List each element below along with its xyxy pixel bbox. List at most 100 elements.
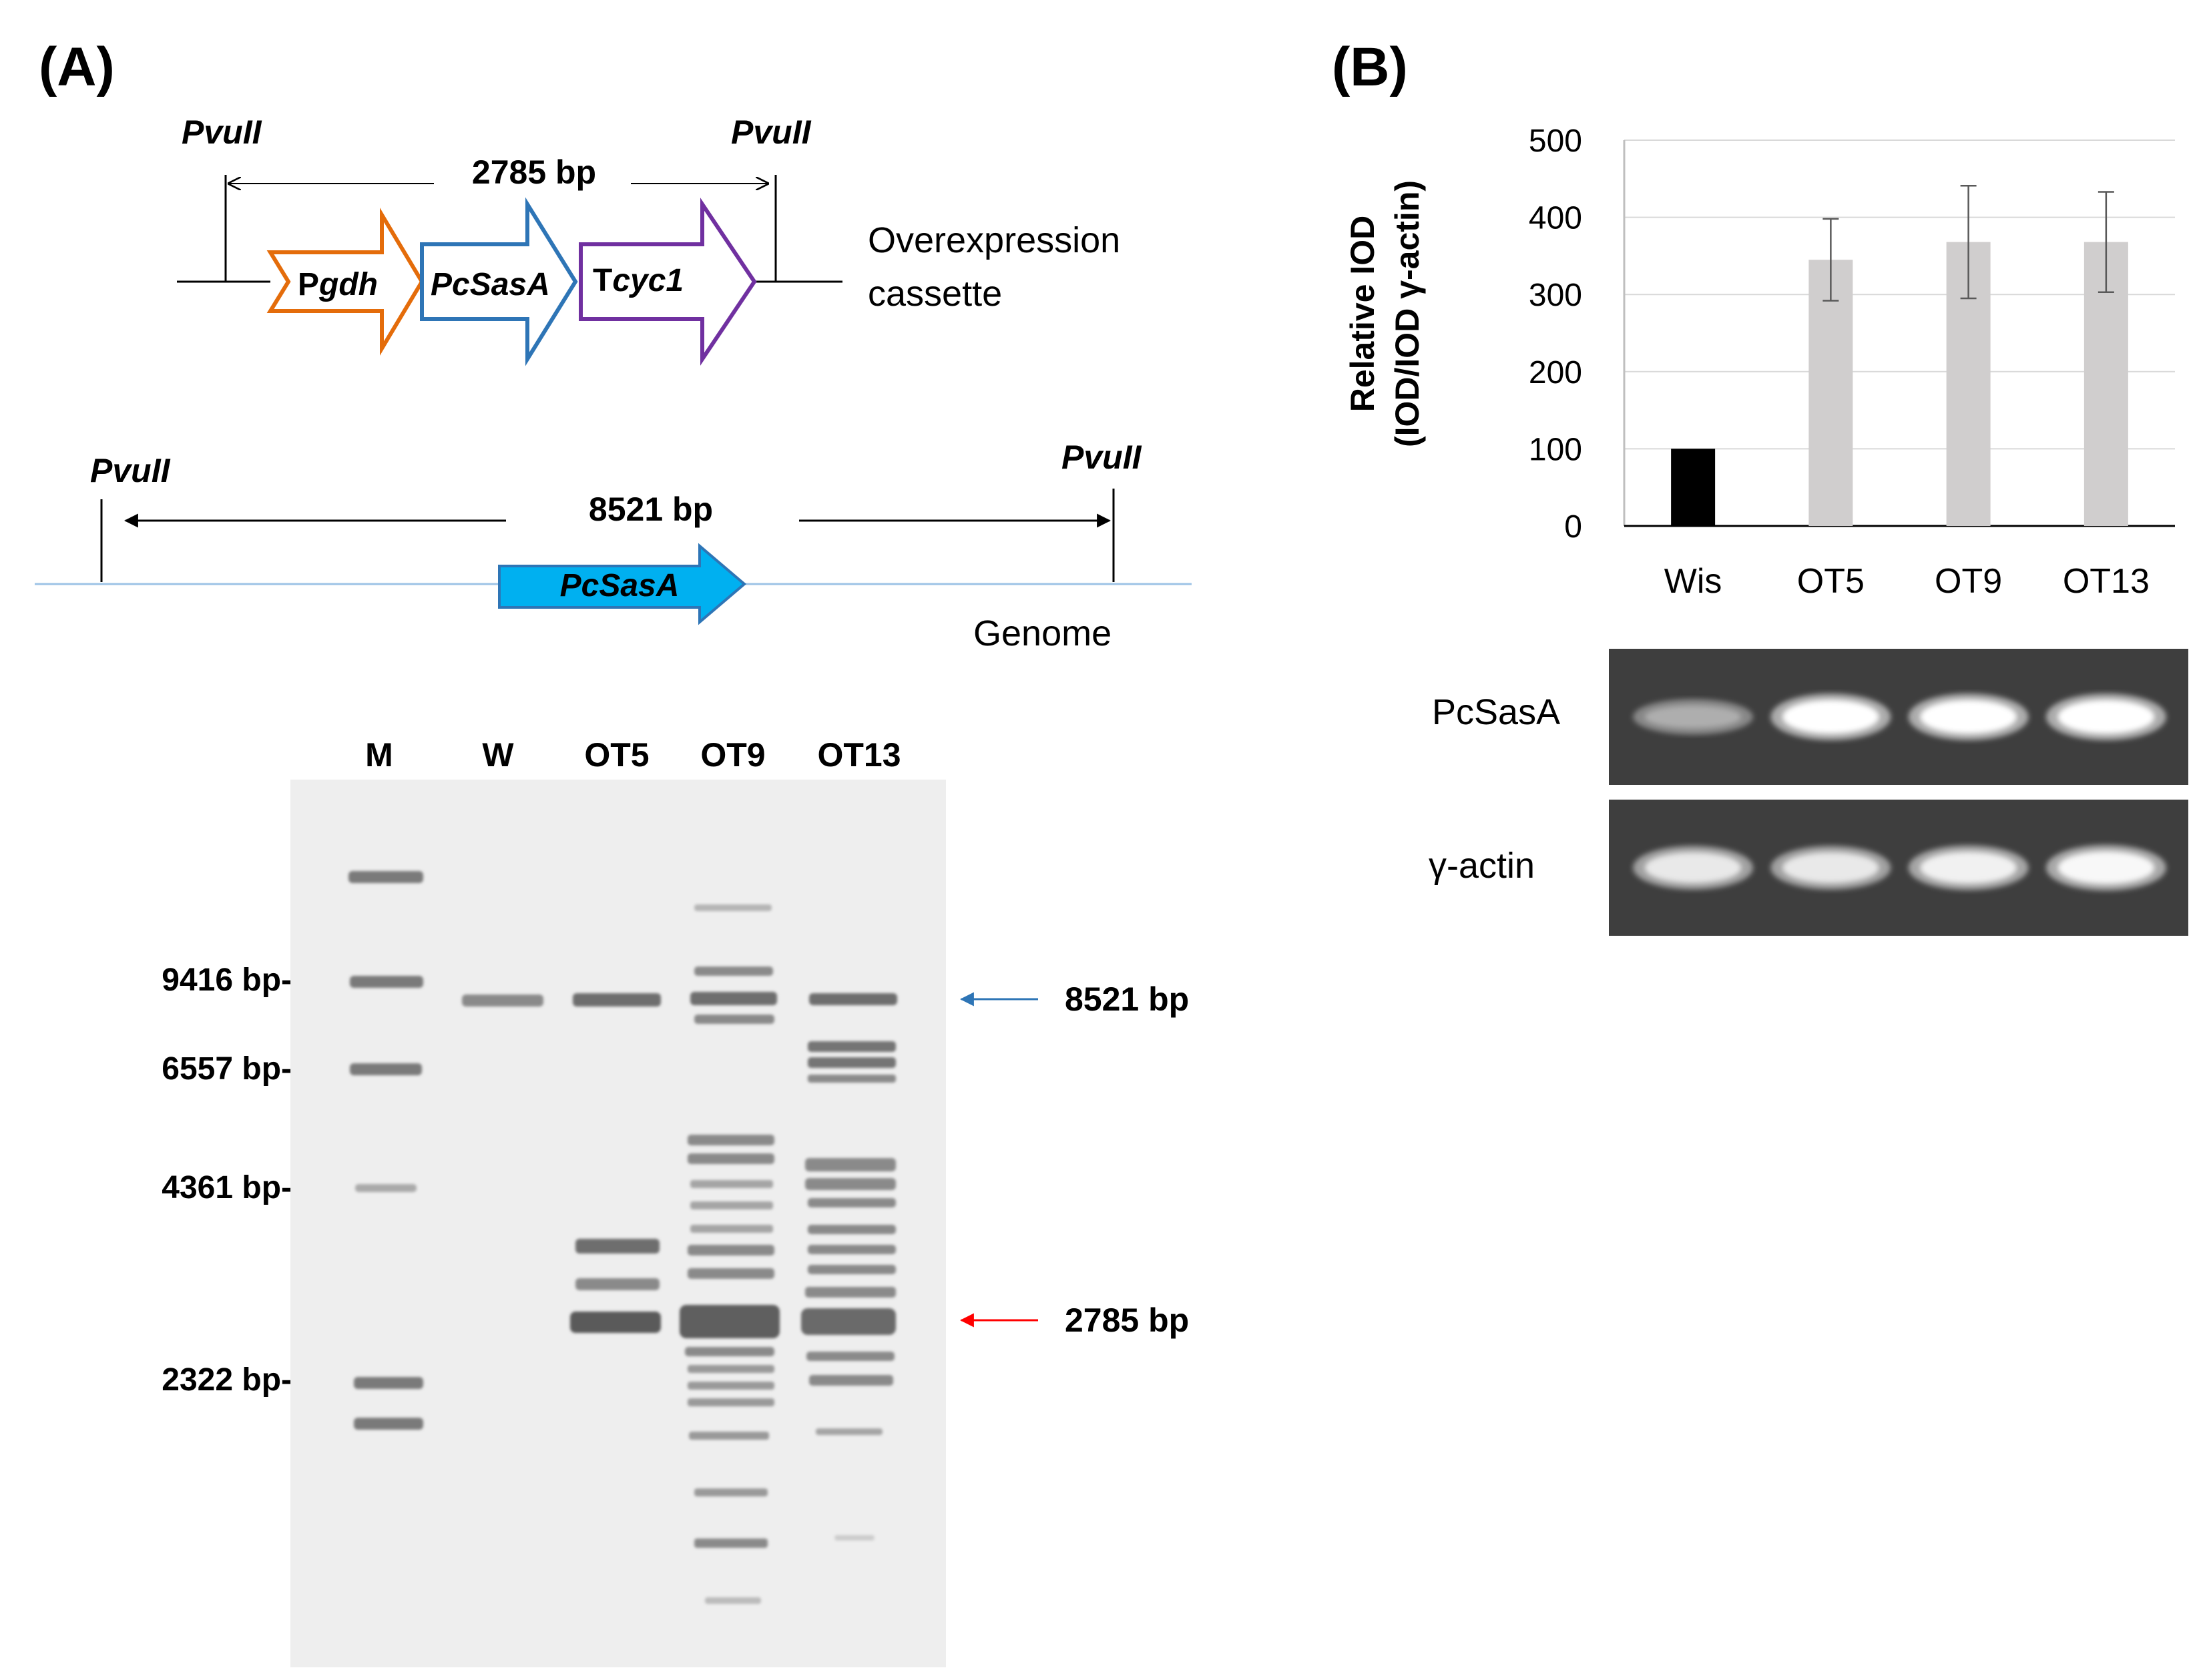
gel-band — [688, 1245, 774, 1255]
cassette-site-right: PvuII — [731, 113, 812, 151]
marker-label: 6557 bp- — [162, 1051, 292, 1087]
bars — [1671, 184, 2128, 526]
gel-band — [808, 1075, 896, 1083]
gel-lane-ot13 — [801, 993, 897, 1541]
gel-band — [808, 1041, 896, 1052]
y-axis-title-line1: Relative IOD — [1344, 216, 1381, 412]
y-tick-label: 500 — [1529, 123, 1582, 159]
gel-band — [688, 1398, 774, 1406]
bar — [1808, 260, 1853, 526]
gel-band — [689, 1432, 769, 1440]
gene-cassette-label: PcSasA — [431, 267, 550, 302]
marker-label: 2322 bp- — [162, 1362, 292, 1398]
gel-band — [680, 1305, 780, 1338]
gel-band — [694, 1488, 768, 1496]
genome-site-right: PvuII — [1061, 439, 1142, 476]
marker-label: 9416 bp- — [162, 962, 292, 998]
panel-b-label: (B) — [1332, 37, 1408, 97]
y-axis-title-line2: (IOD/IOD γ-actin) — [1389, 180, 1426, 447]
gel-band — [690, 992, 777, 1005]
gel-band — [355, 1184, 417, 1192]
blot-band — [1908, 845, 2029, 890]
y-tick-label: 400 — [1529, 201, 1582, 236]
gel-lane-label: M — [365, 736, 393, 774]
genome-length-label: 8521 bp — [589, 491, 713, 528]
gel-band — [348, 871, 423, 883]
y-tick-label: 100 — [1529, 432, 1582, 467]
gel-band — [806, 1352, 895, 1361]
y-tick-label: 0 — [1564, 509, 1582, 545]
gel-lane-ot5 — [570, 993, 661, 1333]
gel-band — [816, 1428, 883, 1435]
gel-band — [573, 993, 661, 1007]
gel-band — [690, 1201, 773, 1209]
gel-band — [805, 1158, 896, 1171]
blot-band — [1633, 846, 1754, 890]
gel-band — [808, 1245, 896, 1254]
blot-band — [2045, 844, 2166, 891]
terminator-arrow — [579, 198, 757, 366]
blot-band — [2045, 693, 2166, 740]
gel-band — [805, 1287, 896, 1298]
blot-band — [1633, 699, 1754, 735]
blot-bands — [1633, 693, 2166, 891]
gel-band — [705, 1597, 761, 1604]
gel-band — [690, 1180, 773, 1188]
cassette-site-left: PvuII — [182, 113, 262, 151]
blot-label-pcsasa: PcSasA — [1432, 692, 1560, 732]
gel-band — [354, 1377, 423, 1389]
gel-band — [688, 1365, 774, 1373]
gel-lane-label: OT13 — [817, 736, 901, 774]
gel-band — [801, 1308, 896, 1335]
gel-band — [808, 1198, 896, 1207]
bar — [1671, 449, 1716, 526]
marker-label: 4361 bp- — [162, 1170, 292, 1205]
gel-band — [570, 1312, 661, 1333]
gel-lane-w — [462, 995, 543, 1007]
y-tick-label: 200 — [1529, 355, 1582, 390]
genome-map: PvuII PvuII 8521 bp PcSasA Genome — [35, 439, 1192, 653]
gel-band — [808, 1225, 896, 1234]
genome-gene-label: PcSasA — [560, 568, 680, 603]
x-tick-label: OT13 — [2063, 562, 2150, 601]
x-axis-labels: Wis OT5 OT9 OT13 — [1664, 562, 2150, 601]
gel-background — [290, 780, 946, 1667]
gel-bands — [348, 871, 897, 1604]
panel-a-label: (A) — [39, 37, 115, 97]
gel-band — [694, 1538, 768, 1548]
genome-caption: Genome — [973, 613, 1112, 653]
blot-band — [1908, 693, 2029, 740]
gene-cassette-arrow — [420, 197, 578, 366]
gel-lane-label: OT9 — [700, 736, 765, 774]
gel-lane-label: W — [482, 736, 514, 774]
gel-band — [694, 1015, 774, 1024]
gel-band — [834, 1535, 875, 1541]
x-tick-label: OT9 — [1935, 562, 2002, 601]
x-tick-label: Wis — [1664, 562, 1722, 601]
gel-band — [350, 976, 423, 988]
cassette-caption-line2: cassette — [868, 274, 1002, 314]
blot-band — [1770, 846, 1891, 890]
band-label-2785: 2785 bp — [1065, 1302, 1189, 1339]
gel-band — [688, 1153, 774, 1164]
gel-band — [688, 1135, 774, 1145]
gel: M W OT5 OT9 OT13 — [162, 736, 1189, 1667]
blot-band — [1770, 693, 1891, 740]
band-label-8521: 8521 bp — [1065, 981, 1189, 1018]
gel-lane-label: OT5 — [584, 736, 649, 774]
gel-band — [808, 1057, 896, 1068]
terminator-label: Tcyc1 — [593, 263, 684, 298]
gel-band — [350, 1063, 422, 1075]
gridlines — [1624, 139, 2175, 450]
promoter-label: Pgdh — [298, 267, 378, 302]
gel-band — [694, 904, 772, 911]
gel-band — [688, 1382, 774, 1390]
cassette-length-label: 2785 bp — [472, 154, 596, 191]
gel-band — [575, 1278, 660, 1290]
gel-band — [809, 993, 897, 1005]
gel-band — [575, 1239, 660, 1253]
gel-band — [808, 1265, 896, 1274]
gel-band — [805, 1178, 896, 1190]
rtpcr-blots: PcSasA γ-actin — [1429, 649, 2188, 936]
